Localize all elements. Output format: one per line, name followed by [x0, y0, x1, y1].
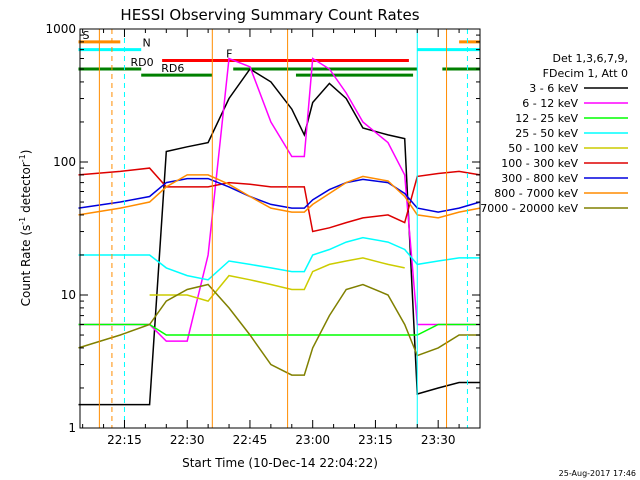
x-axis-label: Start Time (10-Dec-14 22:04:22) [182, 456, 378, 470]
x-tick-label: 23:00 [295, 433, 330, 447]
x-tick-label: 22:15 [107, 433, 142, 447]
y-tick-label: 1000 [45, 22, 76, 36]
x-tick-label: 23:15 [358, 433, 393, 447]
svg-text:Count Rate (s-1 detector-1): Count Rate (s-1 detector-1) [18, 150, 33, 307]
y-axis-label: Count Rate (s-1 detector-1) [18, 150, 33, 307]
legend-label-800-7000-kev: 800 - 7000 keV [494, 187, 578, 200]
series-line-6-12-kev [78, 57, 480, 342]
flag-label-s: S [82, 29, 89, 42]
vlines-group [98, 29, 468, 428]
flag-label-rd6: RD6 [161, 62, 184, 75]
legend-header-2: FDecim 1, Att 0 [543, 67, 628, 80]
y-tick-label: 100 [53, 155, 76, 169]
flag-label-rd0: RD0 [130, 56, 153, 69]
series-line-3-6-kev [78, 67, 480, 406]
series-line-50-100-kev [149, 257, 405, 302]
legend-label-100-300-kev: 100 - 300 keV [501, 157, 578, 170]
x-tick-label: 23:30 [421, 433, 456, 447]
series-line-7000-20000-kev [78, 283, 480, 376]
flag-label-f: F [226, 47, 232, 60]
plot-frame [79, 28, 481, 429]
series-line-100-300-kev [78, 167, 481, 233]
flag-label-n: N [142, 37, 150, 50]
legend-label-6-12-kev: 6 - 12 keV [522, 97, 578, 110]
flags-group: S N F RD0 RD6 [78, 29, 480, 77]
x-tick-label: 22:45 [233, 433, 268, 447]
footer-timestamp: 25-Aug-2017 17:46 [559, 469, 636, 478]
chart-title: HESSI Observing Summary Count Rates [120, 6, 419, 24]
legend-label-300-800-kev: 300 - 800 keV [501, 172, 578, 185]
series-line-12-25-kev [78, 323, 480, 336]
legend: 3 - 6 keV 6 - 12 keV 12 - 25 keV 25 - 50 ke… [480, 82, 628, 215]
legend-header-1: Det 1,3,6,7,9, [552, 52, 628, 65]
legend-label-12-25-kev: 12 - 25 keV [515, 112, 578, 125]
legend-label-50-100-kev: 50 - 100 keV [508, 142, 578, 155]
series-line-25-50-kev [78, 236, 480, 281]
x-tick-label: 22:30 [170, 433, 205, 447]
ticks-group: 1 10 100 1000 22:15 22:30 22:45 23:00 23:15 23:30 [45, 22, 481, 447]
series-line-300-800-kev [78, 177, 481, 213]
legend-label-3-6-kev: 3 - 6 keV [529, 82, 578, 95]
series-line-800-7000-kev [78, 174, 481, 219]
series-group [78, 57, 481, 406]
legend-label-7000-20000-kev: 7000 - 20000 keV [480, 202, 578, 215]
y-tick-label: 1 [68, 421, 76, 435]
legend-label-25-50-kev: 25 - 50 keV [515, 127, 578, 140]
y-tick-label: 10 [61, 288, 76, 302]
